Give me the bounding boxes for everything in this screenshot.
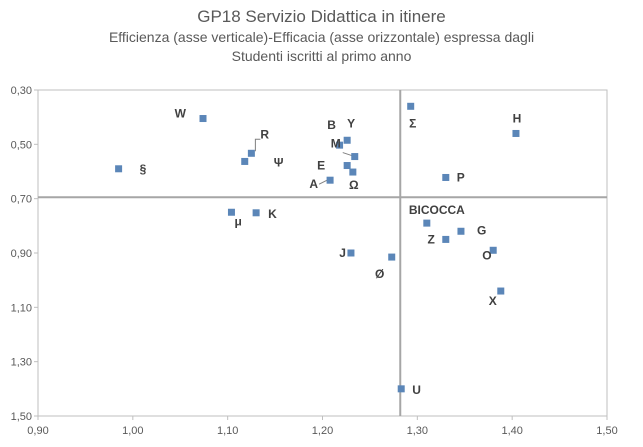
data-label-k: K [268,207,277,221]
data-point-a [326,176,334,184]
data-point-p [442,173,450,181]
chart-titles: GP18 Servizio Didattica in itinere Effic… [0,6,643,66]
y-tick-label: 0,70 [11,194,32,206]
data-label-r: R [260,127,269,141]
data-point-sym [349,168,357,176]
data-point-j [347,249,355,257]
data-point-sym [227,208,235,216]
chart-title: GP18 Servizio Didattica in itinere [197,7,446,26]
data-point-m [351,153,359,161]
data-label-x: X [489,294,497,308]
data-label-sym: § [140,162,147,176]
leader-line-r [254,138,261,152]
y-tick-label: 1,30 [11,357,32,369]
data-label-g: G [477,223,486,237]
y-tick-label: 1,10 [11,302,32,314]
data-label-b: B [327,118,336,132]
data-point-u [397,385,405,393]
data-point-sym [388,253,396,261]
data-point-h [512,129,520,137]
data-point-e [343,162,351,170]
data-label-w: W [175,107,187,121]
data-label-sym: Ψ [274,155,284,169]
data-point-y [343,136,351,144]
data-point-sym [407,102,415,110]
chart-subtitle-line-1: Efficienza (asse verticale)-Efficacia (a… [108,29,535,45]
chart-subtitle-line-2: Studenti iscritti al primo anno [231,48,412,64]
data-label-sym: Ø [375,267,384,281]
data-point-sym [115,165,123,173]
data-label-p: P [457,170,465,184]
x-tick-label: 1,10 [217,425,238,437]
x-tick-label: 1,40 [501,425,522,437]
data-label-sym: μ [234,214,241,228]
data-point-w [199,115,207,123]
data-point-bicocca [423,219,431,227]
data-label-h: H [513,111,522,125]
y-tick-label: 0,50 [11,139,32,151]
data-label-o: O [482,248,491,262]
data-label-sym: Σ [409,116,416,130]
leader-line-m [342,152,352,157]
data-point-g [457,227,465,235]
x-tick-label: 0,90 [27,425,48,437]
x-tick-label: 1,50 [596,425,617,437]
data-label-j: J [339,246,346,260]
data-label-u: U [412,383,421,397]
data-point-o [489,246,497,254]
x-tick-label: 1,20 [312,425,333,437]
data-label-a: A [309,177,318,191]
data-label-z: Z [427,232,434,246]
data-point-sym [241,157,249,165]
data-label-m: M [331,137,341,151]
y-tick-label: 1,50 [11,411,32,423]
y-tick-label: 0,30 [11,85,32,97]
data-label-bicocca: BICOCCA [409,203,465,217]
data-point-r [247,149,255,157]
data-label-e: E [317,159,325,173]
data-label-sym: Ω [349,178,359,192]
data-point-k [252,209,260,217]
x-tick-label: 1,00 [122,425,143,437]
data-label-y: Y [347,116,355,130]
data-point-z [442,235,450,243]
data-point-b [336,141,344,149]
data-point-x [497,287,505,295]
plot-area-border [37,89,608,417]
x-tick-label: 1,30 [407,425,428,437]
leader-line-a [318,179,328,185]
y-tick-label: 0,90 [11,248,32,260]
